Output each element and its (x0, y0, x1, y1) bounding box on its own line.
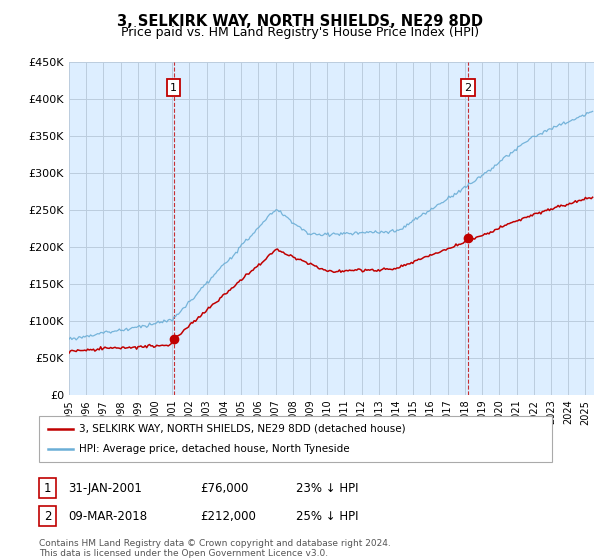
Text: 1: 1 (170, 82, 177, 92)
Text: Price paid vs. HM Land Registry's House Price Index (HPI): Price paid vs. HM Land Registry's House … (121, 26, 479, 39)
Text: Contains HM Land Registry data © Crown copyright and database right 2024.
This d: Contains HM Land Registry data © Crown c… (39, 539, 391, 558)
Text: 23% ↓ HPI: 23% ↓ HPI (296, 482, 358, 495)
Text: £212,000: £212,000 (200, 510, 256, 523)
Text: 25% ↓ HPI: 25% ↓ HPI (296, 510, 358, 523)
Text: 2: 2 (44, 510, 51, 523)
Text: 09-MAR-2018: 09-MAR-2018 (68, 510, 147, 523)
Text: HPI: Average price, detached house, North Tyneside: HPI: Average price, detached house, Nort… (79, 444, 350, 454)
Text: £76,000: £76,000 (200, 482, 248, 495)
Text: 31-JAN-2001: 31-JAN-2001 (68, 482, 142, 495)
Text: 3, SELKIRK WAY, NORTH SHIELDS, NE29 8DD: 3, SELKIRK WAY, NORTH SHIELDS, NE29 8DD (117, 14, 483, 29)
Text: 1: 1 (44, 482, 51, 495)
Text: 3, SELKIRK WAY, NORTH SHIELDS, NE29 8DD (detached house): 3, SELKIRK WAY, NORTH SHIELDS, NE29 8DD … (79, 424, 406, 434)
Text: 2: 2 (464, 82, 472, 92)
